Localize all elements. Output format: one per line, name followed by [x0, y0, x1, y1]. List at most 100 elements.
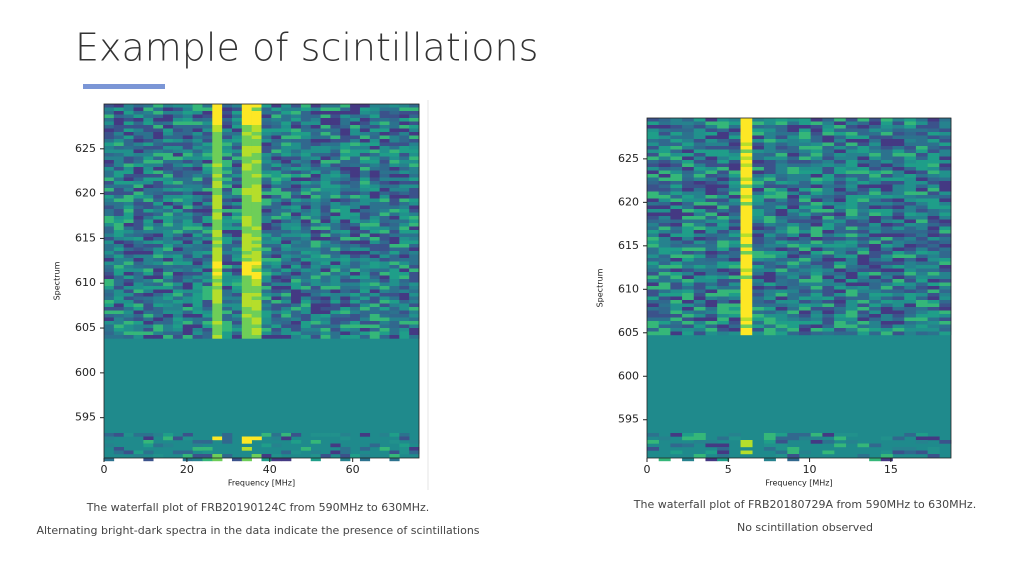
heatmap-cell — [787, 447, 800, 451]
heatmap-cell — [927, 447, 940, 451]
heatmap-cell — [409, 268, 420, 273]
heatmap-cell — [740, 251, 753, 255]
heatmap-cell — [799, 296, 811, 301]
heatmap-cell — [172, 289, 184, 294]
y-tick-label: 610 — [75, 276, 96, 289]
heatmap-cell — [163, 279, 174, 283]
heatmap-cell — [212, 226, 223, 231]
heatmap-cell — [350, 261, 361, 266]
heatmap-cell — [202, 209, 213, 213]
heatmap-cell — [389, 454, 400, 458]
heatmap-cell — [705, 324, 718, 329]
heatmap-cell — [104, 251, 115, 255]
heatmap-cell — [261, 167, 272, 171]
heatmap-cell — [810, 174, 823, 178]
heatmap-cell — [222, 286, 233, 290]
heatmap-cell — [359, 254, 371, 259]
heatmap-cell — [271, 282, 282, 287]
heatmap-cell — [409, 314, 420, 318]
heatmap-cell — [330, 314, 341, 318]
heatmap-cell — [310, 282, 321, 287]
heatmap-cell — [241, 300, 252, 304]
heatmap-cell — [222, 265, 233, 269]
heatmap-cell — [845, 293, 858, 297]
heatmap-cell — [915, 209, 928, 213]
heatmap-cell — [399, 261, 410, 266]
heatmap-cell — [670, 275, 683, 280]
heatmap-cell — [682, 219, 695, 224]
heatmap-cell — [810, 331, 823, 336]
heatmap-cell — [231, 240, 243, 245]
heatmap-cell — [717, 233, 730, 238]
heatmap-cell — [915, 324, 928, 329]
heatmap-cell — [682, 212, 695, 217]
heatmap-cell — [927, 254, 940, 259]
heatmap-cell — [340, 296, 351, 301]
heatmap-cell — [775, 170, 788, 175]
heatmap-cell — [251, 272, 262, 276]
heatmap-cell — [787, 261, 800, 266]
heatmap-cell — [310, 107, 321, 112]
heatmap-cell — [369, 324, 380, 329]
heatmap-cell — [133, 177, 144, 182]
heatmap-cell — [369, 314, 380, 318]
heatmap-cell — [740, 160, 753, 164]
heatmap-cell — [222, 244, 233, 248]
heatmap-cell — [409, 286, 420, 290]
heatmap-cell — [693, 317, 706, 322]
heatmap-cell — [172, 114, 184, 119]
heatmap-cell — [822, 314, 835, 318]
heatmap-cell — [271, 153, 282, 157]
heatmap-cell — [693, 226, 706, 231]
heatmap-cell — [810, 216, 823, 220]
heatmap-cell — [880, 272, 893, 276]
heatmap-cell — [857, 233, 870, 238]
heatmap-cell — [399, 174, 410, 178]
heatmap-cell — [728, 184, 741, 189]
heatmap-cell — [834, 321, 847, 325]
heatmap-cell — [810, 202, 823, 206]
heatmap-cell — [682, 317, 695, 322]
heatmap-cell — [752, 261, 765, 266]
heatmap-cell — [904, 254, 917, 259]
heatmap-cell — [775, 282, 788, 287]
heatmap-cell — [787, 254, 800, 259]
x-tick-label: 15 — [884, 463, 898, 476]
heatmap-cell — [399, 254, 410, 259]
heatmap-cell — [261, 317, 272, 322]
heatmap-cell — [231, 244, 243, 248]
heatmap-cell — [104, 149, 115, 154]
heatmap-cell — [271, 443, 282, 448]
heatmap-cell — [133, 258, 144, 262]
heatmap-cell — [359, 279, 371, 283]
heatmap-cell — [705, 296, 718, 301]
heatmap-cell — [775, 251, 788, 255]
heatmap-cell — [682, 310, 695, 315]
heatmap-cell — [133, 454, 144, 458]
heatmap-cell — [740, 230, 753, 234]
heatmap-cell — [330, 247, 341, 252]
heatmap-cell — [379, 184, 390, 189]
heatmap-cell — [320, 191, 331, 196]
heatmap-cell — [670, 310, 683, 315]
heatmap-cell — [202, 268, 213, 273]
heatmap-cell — [261, 296, 272, 301]
heatmap-cell — [271, 125, 282, 129]
heatmap-cell — [212, 188, 223, 192]
heatmap-cell — [834, 314, 847, 318]
heatmap-cell — [359, 111, 371, 115]
heatmap-cell — [915, 177, 928, 182]
heatmap-cell — [310, 265, 321, 269]
heatmap-cell — [143, 240, 154, 245]
heatmap-cell — [658, 149, 671, 154]
heatmap-cell — [915, 296, 928, 301]
heatmap-cell — [693, 433, 706, 437]
heatmap-cell — [717, 170, 730, 175]
heatmap-cell — [359, 293, 371, 297]
heatmap-cell — [834, 195, 847, 199]
heatmap-cell — [705, 226, 718, 231]
heatmap-cell — [728, 282, 741, 287]
heatmap-cell — [143, 205, 154, 210]
heatmap-cell — [787, 268, 800, 273]
heatmap-cell — [202, 121, 213, 126]
